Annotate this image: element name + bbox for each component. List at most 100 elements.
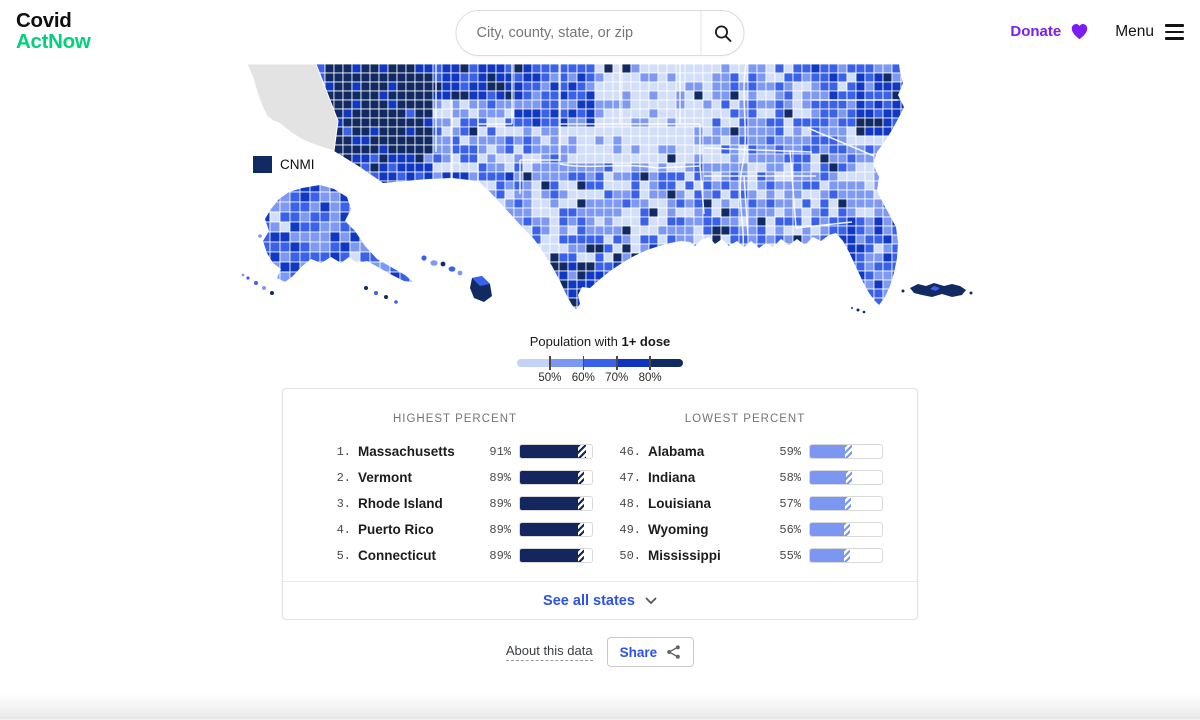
county-cell[interactable]: [378, 270, 389, 281]
county-cell[interactable]: [540, 225, 551, 236]
county-cell[interactable]: [261, 198, 272, 209]
county-cell[interactable]: [423, 90, 434, 101]
county-cell[interactable]: [244, 126, 254, 137]
county-cell[interactable]: [576, 90, 587, 101]
county-cell[interactable]: [864, 234, 875, 245]
county-cell[interactable]: [468, 144, 479, 155]
county-cell[interactable]: [576, 126, 587, 137]
county-cell[interactable]: [900, 153, 910, 164]
county-cell[interactable]: [783, 279, 794, 290]
county-cell[interactable]: [423, 225, 434, 236]
county-cell[interactable]: [329, 201, 341, 213]
county-cell[interactable]: [369, 182, 381, 193]
county-cell[interactable]: [513, 99, 524, 110]
county-cell[interactable]: [531, 225, 542, 236]
county-cell[interactable]: [399, 251, 411, 263]
county-cell[interactable]: [540, 162, 551, 173]
county-cell[interactable]: [414, 99, 425, 110]
county-cell[interactable]: [792, 216, 803, 227]
county-cell[interactable]: [648, 153, 659, 164]
county-cell[interactable]: [891, 108, 902, 119]
county-cell[interactable]: [828, 288, 839, 299]
county-cell[interactable]: [666, 171, 677, 182]
county-cell[interactable]: [819, 270, 830, 281]
county-cell[interactable]: [882, 81, 893, 92]
county-cell[interactable]: [837, 288, 848, 299]
county-cell[interactable]: [504, 135, 515, 146]
county-cell[interactable]: [378, 81, 389, 92]
county-cell[interactable]: [549, 270, 560, 281]
county-cell[interactable]: [342, 180, 353, 191]
county-cell[interactable]: [495, 216, 506, 227]
county-cell[interactable]: [630, 162, 641, 173]
county-cell[interactable]: [648, 117, 659, 128]
county-cell[interactable]: [666, 126, 677, 137]
county-cell[interactable]: [250, 242, 260, 252]
county-cell[interactable]: [693, 261, 704, 272]
county-cell[interactable]: [882, 279, 893, 290]
county-cell[interactable]: [522, 81, 533, 92]
county-cell[interactable]: [351, 126, 362, 137]
county-cell[interactable]: [738, 252, 749, 263]
county-cell[interactable]: [504, 306, 515, 314]
county-cell[interactable]: [540, 189, 551, 200]
county-cell[interactable]: [702, 189, 713, 200]
county-cell[interactable]: [250, 302, 260, 312]
county-cell[interactable]: [459, 162, 470, 173]
county-cell[interactable]: [369, 153, 380, 164]
county-cell[interactable]: [260, 271, 271, 282]
county-cell[interactable]: [324, 270, 335, 281]
county-cell[interactable]: [666, 216, 677, 227]
county-cell[interactable]: [378, 207, 389, 218]
county-cell[interactable]: [594, 189, 605, 200]
county-cell[interactable]: [900, 225, 910, 236]
county-cell[interactable]: [657, 135, 668, 146]
county-cell[interactable]: [486, 198, 497, 209]
county-cell[interactable]: [585, 198, 596, 209]
county-cell[interactable]: [549, 162, 560, 173]
county-cell[interactable]: [315, 288, 326, 299]
county-cell[interactable]: [612, 207, 623, 218]
county-cell[interactable]: [648, 288, 659, 299]
county-cell[interactable]: [486, 135, 497, 146]
county-cell[interactable]: [774, 162, 785, 173]
county-cell[interactable]: [639, 261, 650, 272]
county-cell[interactable]: [702, 270, 713, 281]
county-cell[interactable]: [349, 221, 361, 233]
county-cell[interactable]: [693, 243, 704, 254]
county-cell[interactable]: [558, 306, 569, 314]
county-cell[interactable]: [513, 81, 524, 92]
county-cell[interactable]: [702, 144, 713, 155]
county-cell[interactable]: [594, 243, 605, 254]
county-cell[interactable]: [864, 81, 875, 92]
county-cell[interactable]: [783, 261, 794, 272]
county-cell[interactable]: [279, 261, 291, 273]
county-cell[interactable]: [612, 234, 623, 245]
county-cell[interactable]: [801, 72, 812, 83]
county-cell[interactable]: [540, 216, 551, 227]
county-cell[interactable]: [594, 171, 605, 182]
county-cell[interactable]: [389, 211, 401, 223]
county-cell[interactable]: [882, 225, 893, 236]
county-cell[interactable]: [396, 297, 407, 308]
county-cell[interactable]: [693, 216, 704, 227]
county-cell[interactable]: [639, 252, 650, 263]
county-cell[interactable]: [297, 144, 308, 155]
county-cell[interactable]: [339, 241, 351, 253]
county-cell[interactable]: [711, 234, 722, 245]
county-cell[interactable]: [396, 135, 407, 146]
county-cell[interactable]: [495, 64, 506, 74]
county-cell[interactable]: [891, 135, 902, 146]
county-cell[interactable]: [594, 252, 605, 263]
county-cell[interactable]: [299, 251, 311, 263]
county-cell[interactable]: [882, 297, 893, 308]
county-cell[interactable]: [657, 288, 668, 299]
county-cell[interactable]: [864, 117, 875, 128]
county-cell[interactable]: [711, 108, 722, 119]
county-cell[interactable]: [810, 99, 821, 110]
county-cell[interactable]: [621, 288, 632, 299]
county-cell[interactable]: [495, 261, 506, 272]
county-cell[interactable]: [531, 279, 542, 290]
county-cell[interactable]: [299, 191, 311, 203]
county-cell[interactable]: [288, 144, 299, 155]
